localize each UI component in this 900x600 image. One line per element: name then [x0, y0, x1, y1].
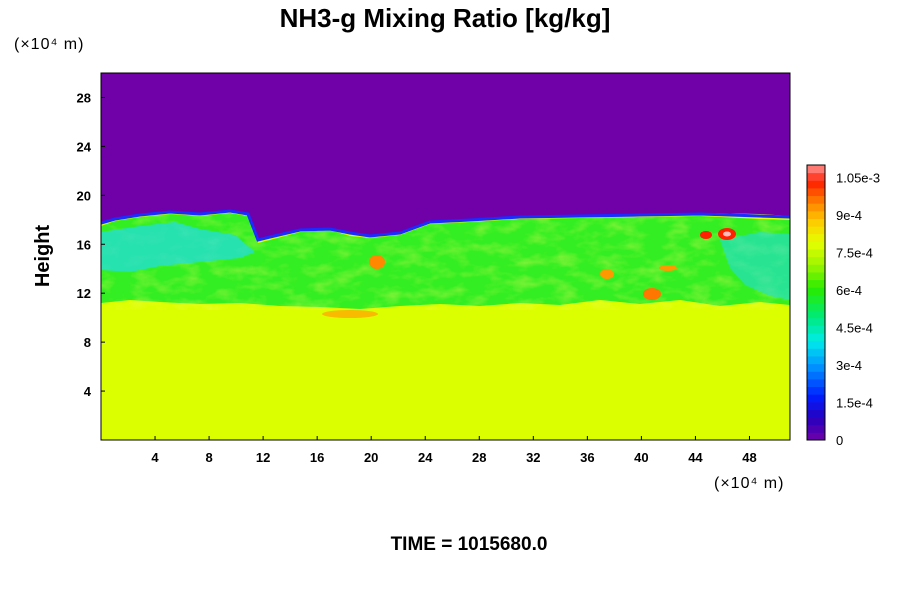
colorbar-band	[807, 165, 825, 174]
hotspot-47-core	[723, 231, 731, 237]
colorbar-band	[807, 355, 825, 365]
colorbar-band	[807, 210, 825, 219]
hotspot-45	[700, 231, 712, 239]
colorbar-band	[807, 386, 825, 395]
colorbar-tick-label: 4.5e-4	[836, 321, 873, 336]
colorbar-band	[807, 226, 825, 235]
x-tick-label: 4	[151, 450, 159, 465]
x-unit-label: (×10⁴ m)	[714, 475, 784, 492]
colorbar-band	[807, 241, 825, 250]
colorbar	[807, 165, 825, 441]
y-tick-label: 28	[77, 90, 91, 105]
colorbar-band	[807, 203, 825, 212]
colorbar-band	[807, 218, 825, 227]
hotspot-43	[659, 265, 677, 271]
colorbar-tick-label: 1.5e-4	[836, 396, 873, 411]
cyan-patch	[101, 222, 255, 272]
colorbar-band	[807, 271, 825, 281]
colorbar-tick-label: 3e-4	[836, 358, 862, 373]
y-axis-label: Height	[32, 225, 54, 288]
colorbar-tick-label: 0	[836, 433, 843, 448]
colorbar-band	[807, 363, 825, 372]
colorbar-band	[807, 348, 825, 357]
hotspot-20	[369, 255, 385, 269]
colorbar-band	[807, 378, 825, 388]
x-axis: 4 8 12 16 20 24 28 32 36 40 44 48	[151, 436, 757, 465]
colorbar-band	[807, 371, 825, 380]
colorbar-band	[807, 401, 825, 410]
y-tick-label: 24	[77, 139, 92, 154]
time-label: TIME = 1015680.0	[391, 534, 548, 555]
colorbar-band	[807, 302, 825, 311]
colorbar-band	[807, 180, 825, 189]
chart-title: NH3-g Mixing Ratio [kg/kg]	[280, 3, 611, 33]
colorbar-band	[807, 172, 825, 181]
colorbar-band	[807, 264, 825, 273]
y-tick-label: 20	[77, 188, 91, 203]
blue-boundary	[101, 209, 790, 242]
colorbar-band	[807, 287, 825, 296]
x-tick-label: 32	[526, 450, 540, 465]
heatmap-field	[101, 73, 790, 440]
colorbar-band	[807, 417, 825, 426]
colorbar-band	[807, 340, 825, 349]
colorbar-band	[807, 195, 825, 204]
x-tick-label: 36	[580, 450, 594, 465]
y-unit-label: (×10⁴ m)	[14, 36, 84, 53]
x-tick-label: 44	[688, 450, 703, 465]
colorbar-band	[807, 256, 825, 265]
colorbar-band	[807, 409, 825, 418]
colorbar-band	[807, 325, 825, 334]
region-upper-layer	[101, 73, 790, 239]
y-tick-label: 4	[84, 384, 92, 399]
plot-frame	[100, 72, 791, 441]
colorbar-tick-label: 1.05e-3	[836, 171, 880, 186]
colorbar-band	[807, 279, 825, 288]
colorbar-band	[807, 294, 825, 303]
colorbar-tick-label: 7.5e-4	[836, 246, 873, 261]
x-tick-label: 20	[364, 450, 378, 465]
colorbar-band	[807, 317, 825, 326]
hotspot-37	[600, 269, 614, 279]
colorbar-band	[807, 233, 825, 242]
colorbar-tick-label: 6e-4	[836, 283, 862, 298]
x-tick-label: 12	[256, 450, 270, 465]
colorbar-band	[807, 333, 825, 342]
cyan-patch-right	[720, 232, 790, 300]
colorbar-band	[807, 310, 825, 319]
y-axis: 4 8 12 16 20 24 28	[77, 90, 105, 399]
y-tick-label: 16	[77, 237, 91, 252]
colorbar-band	[807, 394, 825, 403]
x-tick-label: 48	[742, 450, 756, 465]
colorbar-tick-label: 9e-4	[836, 208, 862, 223]
hotspot-41	[643, 288, 661, 300]
x-tick-label: 28	[472, 450, 486, 465]
x-tick-label: 8	[205, 450, 212, 465]
colorbar-ticks: 0 1.5e-4 3e-4 4.5e-4 6e-4 7.5e-4 9e-4 1.05e-3	[836, 171, 880, 449]
y-tick-label: 12	[77, 286, 91, 301]
x-tick-label: 24	[418, 450, 433, 465]
colorbar-frame	[806, 164, 826, 441]
y-tick-label: 8	[84, 335, 91, 350]
warm-streak	[322, 310, 378, 318]
colorbar-band	[807, 249, 825, 258]
x-tick-label: 40	[634, 450, 648, 465]
colorbar-band	[807, 187, 825, 197]
colorbar-band	[807, 432, 825, 441]
x-tick-label: 16	[310, 450, 324, 465]
colorbar-band	[807, 424, 825, 433]
